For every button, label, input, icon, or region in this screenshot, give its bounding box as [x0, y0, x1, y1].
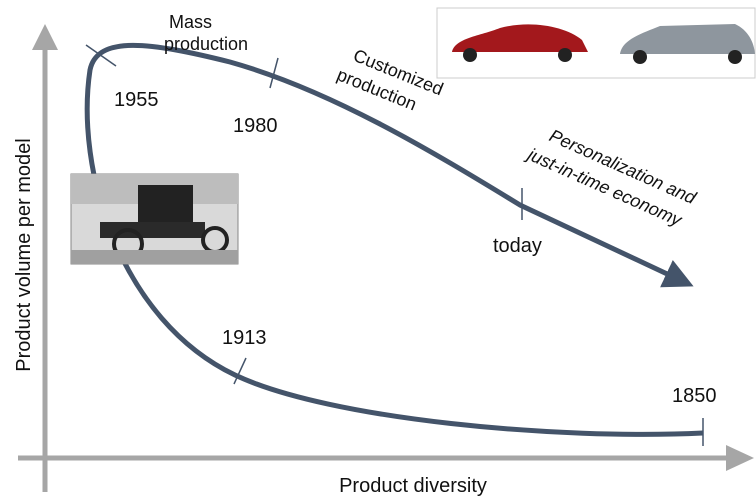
milestone-label: 1850	[672, 385, 717, 407]
modern-cars-photo	[437, 8, 755, 78]
x-axis-arrow	[726, 445, 754, 471]
milestone-label: 1955	[114, 89, 159, 111]
milestone-label: 1913	[222, 327, 267, 349]
model-t-photo	[71, 174, 238, 264]
x-axis-label: Product diversity	[339, 475, 487, 497]
phase-label: Mass production	[164, 12, 248, 54]
y-axis-label: Product volume per model	[13, 138, 35, 371]
diagram: Product diversity Product volume per mod…	[0, 0, 756, 499]
phase-line: Mass	[169, 12, 212, 32]
milestone-label: today	[493, 235, 542, 257]
milestone-label: 1980	[233, 115, 278, 137]
phase-line: production	[164, 34, 248, 54]
y-axis-arrow	[32, 24, 58, 50]
